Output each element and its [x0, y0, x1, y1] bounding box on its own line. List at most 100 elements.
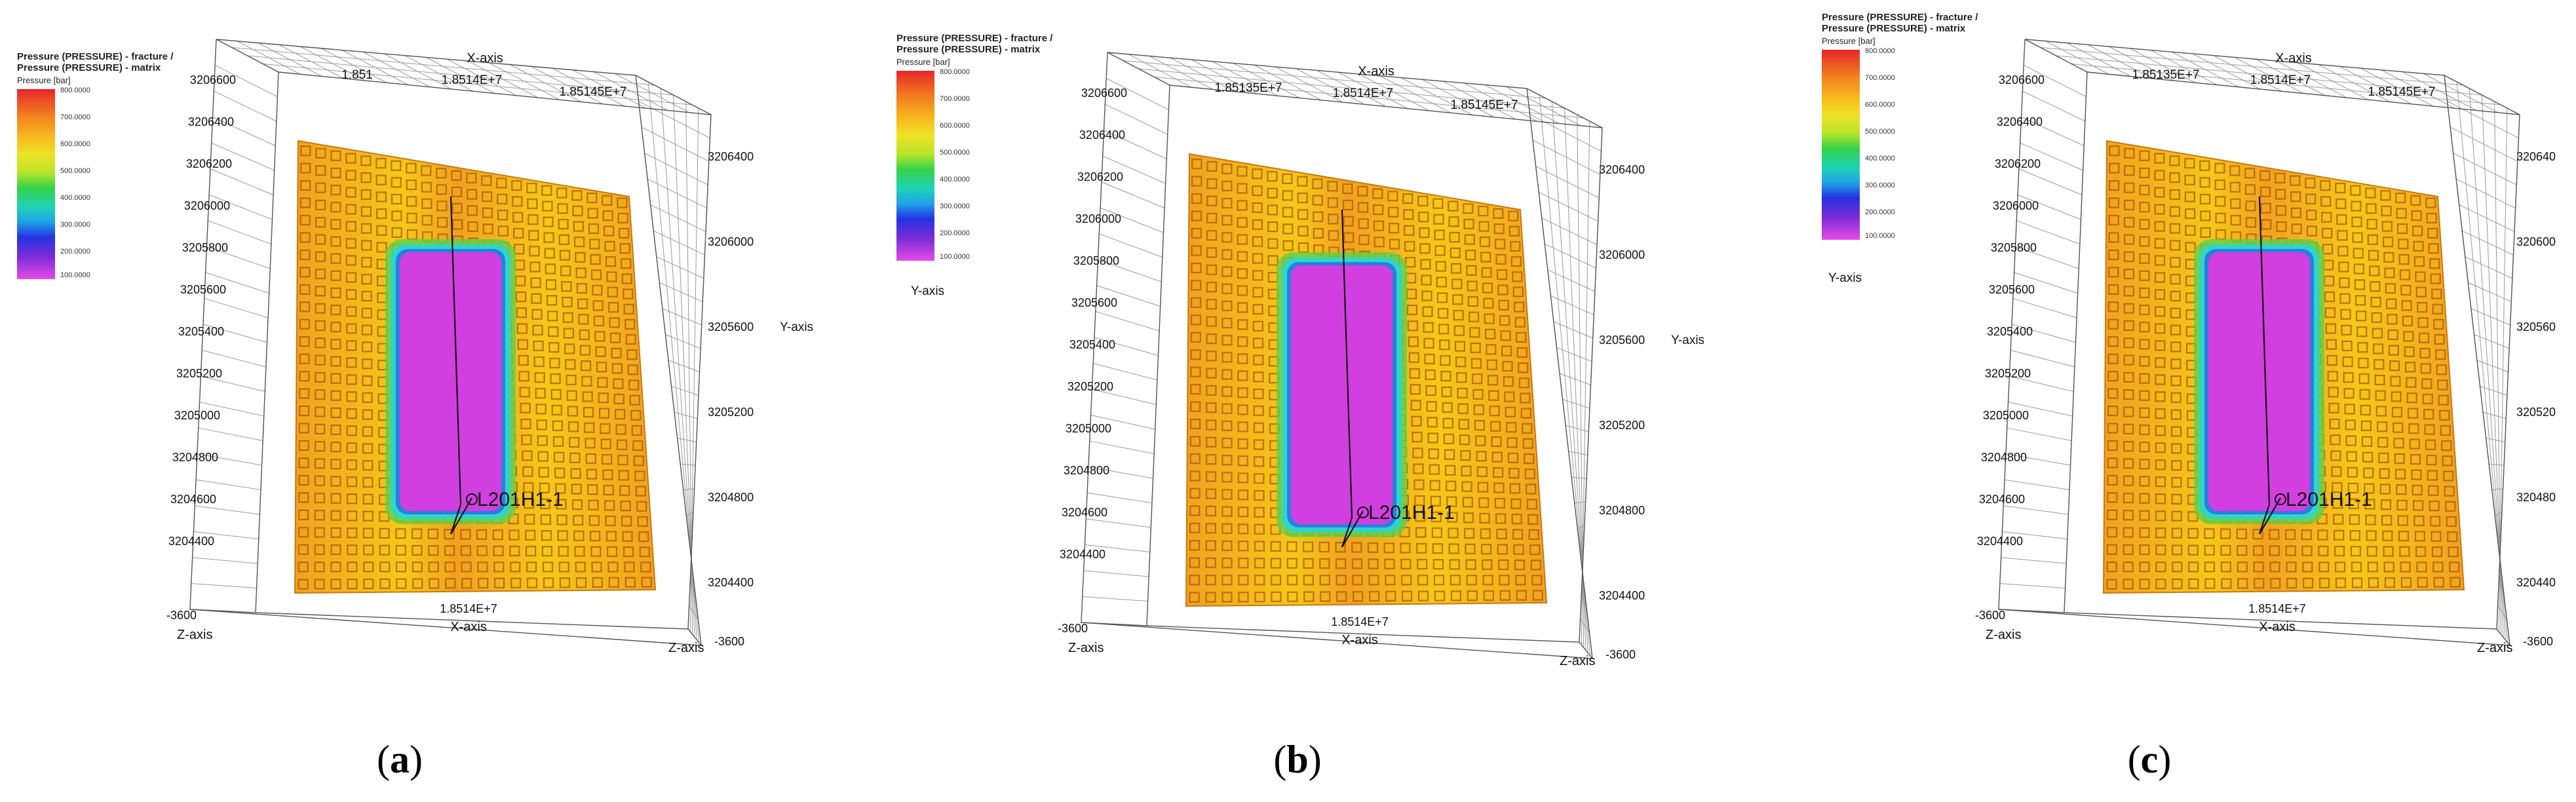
- fracture-cell: [2352, 232, 2363, 243]
- fracture-cell: [1463, 512, 1474, 524]
- fracture-cell: [2169, 172, 2180, 183]
- fracture-cell: [1254, 591, 1265, 603]
- fracture-cell: [1205, 523, 1216, 534]
- fracture-cell: [2108, 214, 2119, 226]
- y-right-tick: 3205600: [708, 320, 754, 334]
- fracture-cell: [2254, 578, 2265, 589]
- fracture-cell: [315, 337, 326, 349]
- fracture-cell: [1221, 317, 1233, 329]
- fracture-cell: [1372, 188, 1383, 199]
- grid-line: [205, 272, 269, 294]
- legend-unit: Pressure [bar]: [1822, 36, 1875, 46]
- fracture-cell: [2376, 421, 2388, 432]
- fracture-cell: [2170, 324, 2182, 335]
- fracture-cell: [2404, 362, 2416, 373]
- fracture-cell: [1522, 438, 1533, 449]
- fracture-cell: [600, 438, 611, 449]
- fracture-cell: [2320, 196, 2332, 207]
- fracture-cell: [2305, 193, 2316, 204]
- fracture-cell: [2413, 240, 2424, 252]
- fracture-cell: [577, 298, 588, 309]
- fracture-cell: [362, 358, 373, 370]
- fracture-cell: [497, 210, 509, 221]
- fracture-cell: [2444, 486, 2455, 497]
- fracture-cell: [330, 270, 341, 281]
- fracture-cell: [1221, 420, 1233, 432]
- fracture-cell: [1221, 335, 1233, 346]
- fracture-cell: [566, 374, 577, 386]
- fracture-cell: [2394, 468, 2406, 480]
- fracture-cell: [1267, 204, 1278, 216]
- y-right-tick: 3204800: [708, 491, 754, 504]
- fracture-cell: [406, 196, 417, 207]
- fracture-cell: [1237, 404, 1248, 415]
- fracture-cell: [1506, 422, 1517, 433]
- fracture-cell: [589, 239, 600, 250]
- fracture-cell: [2284, 529, 2296, 540]
- grid-line: [1093, 363, 1158, 381]
- fracture-cell: [2440, 425, 2451, 436]
- fracture-cell: [2418, 332, 2430, 343]
- fracture-cell: [1206, 453, 1217, 465]
- fracture-cell: [436, 200, 448, 212]
- fracture-cell: [1427, 432, 1438, 444]
- grid-line: [214, 90, 277, 122]
- fracture-cell: [2139, 270, 2150, 281]
- fracture-cell: [529, 261, 541, 273]
- fracture-cell: [2245, 200, 2256, 212]
- fracture-cell: [588, 499, 599, 510]
- grid-line: [193, 531, 259, 539]
- fracture-cell: [1237, 234, 1248, 245]
- fracture-cell: [633, 455, 644, 467]
- fracture-cell: [2170, 257, 2181, 268]
- fracture-cell: [346, 442, 357, 453]
- fracture-cell: [315, 354, 326, 366]
- fracture-cell: [1480, 528, 1491, 539]
- grid-line: [2005, 453, 2071, 466]
- fracture-cell: [1482, 282, 1493, 294]
- fracture-cell: [621, 258, 632, 269]
- fracture-cell: [2381, 221, 2393, 232]
- legend-tick: 800.0000: [940, 68, 970, 76]
- box-edge: [189, 609, 256, 613]
- fracture-cell: [2123, 406, 2134, 417]
- fracture-cell: [315, 440, 326, 452]
- fracture-cell: [2214, 162, 2225, 174]
- fracture-cell: [531, 293, 542, 304]
- fracture-cell: [2430, 516, 2441, 527]
- fracture-cell: [607, 286, 618, 297]
- x-axis-label-bottom: X-axis: [2259, 620, 2296, 634]
- fracture-cell: [625, 318, 636, 330]
- fracture-cell: [315, 199, 326, 210]
- fracture-cell: [2170, 426, 2182, 437]
- fracture-cell: [345, 255, 356, 266]
- fracture-cell: [2391, 391, 2402, 402]
- fracture-cell: [2395, 192, 2406, 204]
- fracture-cell: [567, 406, 578, 417]
- fracture-cell: [2328, 387, 2339, 398]
- fracture-cell: [1428, 448, 1439, 459]
- fracture-cell: [618, 470, 629, 481]
- fracture-cell: [2351, 200, 2362, 212]
- fracture-cell: [345, 170, 356, 181]
- grid-line: [2017, 194, 2081, 220]
- fracture-cell: [2368, 250, 2379, 261]
- fracture-cell: [2361, 436, 2373, 447]
- fracture-cell: [611, 347, 622, 359]
- fracture-cell: [2123, 510, 2134, 521]
- fracture-cell: [2417, 317, 2429, 328]
- fracture-cell: [1190, 418, 1201, 430]
- panel-b: Pressure (PRESSURE) - fracture / Pressur…: [852, 0, 1704, 802]
- fracture-cell: [1479, 236, 1491, 248]
- fracture-cell: [1421, 290, 1432, 301]
- fracture-cell: [467, 205, 478, 216]
- fracture-cell: [361, 290, 372, 302]
- fracture-cell: [2433, 577, 2444, 588]
- fracture-cell: [531, 309, 543, 320]
- fracture-cell: [2171, 527, 2183, 539]
- fracture-cell: [466, 189, 478, 200]
- fracture-cell: [2362, 451, 2374, 463]
- grid-line: [201, 375, 265, 392]
- fracture-cell: [428, 544, 439, 556]
- fracture-cell: [2336, 214, 2347, 225]
